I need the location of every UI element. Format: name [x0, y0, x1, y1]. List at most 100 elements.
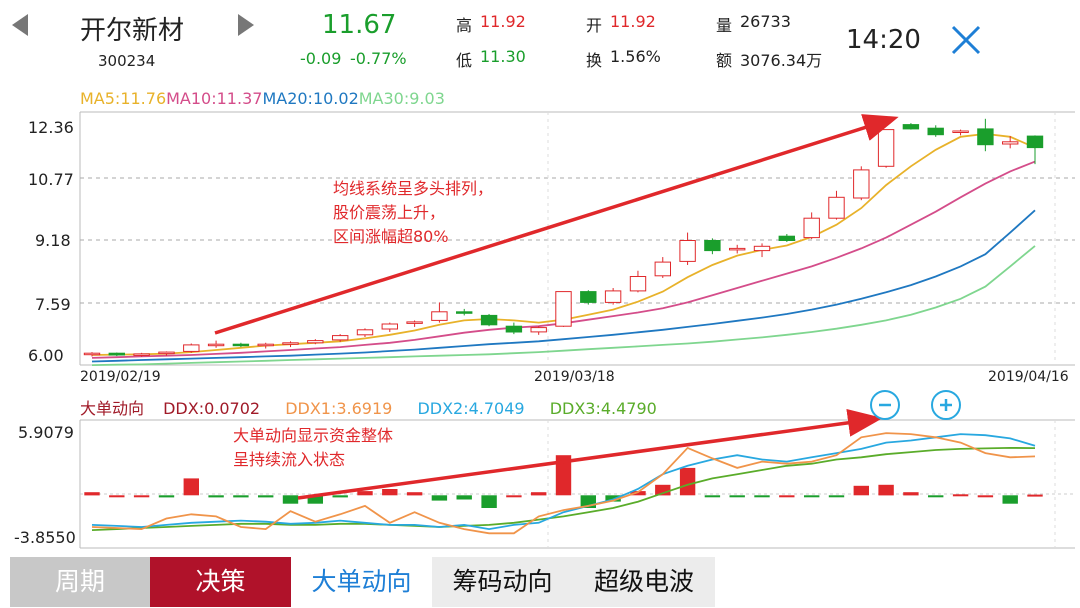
ddx-bar — [804, 495, 820, 498]
price-trend-arrow — [214, 114, 899, 335]
ddx-bar — [903, 492, 919, 496]
price-axis-label-3: 7.59 — [35, 295, 71, 314]
ddx1-legend: DDX1:3.6919 — [285, 399, 393, 418]
candle-down — [456, 311, 473, 314]
ddx-bar — [853, 485, 869, 496]
ddx3-line — [91, 446, 1036, 531]
candle-up — [257, 343, 274, 347]
ddx-legend: DDX:0.0702 — [163, 399, 261, 418]
ddx-bar — [382, 489, 398, 496]
ma5-legend: MA5:11.76 — [80, 89, 167, 108]
ddx-bar — [630, 491, 646, 496]
candle-down — [704, 240, 721, 252]
close-icon[interactable] — [951, 25, 981, 55]
next-stock-arrow-icon[interactable] — [238, 14, 254, 36]
zoom-out-button[interactable] — [870, 390, 900, 420]
chart-canvas — [79, 111, 1075, 549]
indicator-legend: 大单动向 DDX:0.0702 DDX1:3.6919 DDX2:4.7049 … — [80, 395, 657, 419]
ddx-bar — [431, 495, 448, 501]
indicator-title: 大单动向 — [80, 399, 145, 418]
low-label: 低 — [456, 51, 473, 70]
candle-up — [133, 353, 150, 356]
candle-up — [853, 169, 870, 199]
open-value: 11.92 — [610, 12, 656, 31]
date-axis-label-start: 2019/02/19 — [80, 369, 161, 385]
price-axis-label-1: 10.77 — [28, 170, 74, 189]
date-axis-label-mid: 2019/03/18 — [534, 369, 615, 385]
ddx-bar — [655, 484, 671, 496]
volume-value: 26733 — [740, 12, 791, 31]
candle-up — [679, 240, 696, 262]
ddx-bar — [555, 455, 572, 496]
candle-down — [902, 124, 920, 130]
candle-down — [480, 314, 498, 326]
ddx-bar — [307, 495, 323, 504]
ddx-bar — [456, 495, 472, 500]
tab-period[interactable]: 周期 — [10, 557, 150, 607]
ddx-bar — [481, 495, 497, 508]
current-price: 11.67 — [322, 10, 397, 40]
candle-up — [158, 351, 175, 355]
ddx-bar — [704, 495, 721, 498]
previous-stock-arrow-icon[interactable] — [12, 14, 28, 36]
ddx-bar — [928, 495, 944, 498]
ma10-legend: MA10:11.37 — [166, 89, 263, 108]
price-annotation: 均线系统呈多头排列， 股价震荡上升， 区间涨幅超80% — [333, 177, 493, 249]
ddx-bar — [779, 495, 795, 498]
ddx-trend-arrow — [297, 408, 883, 500]
ddx-bar — [332, 495, 348, 498]
candle-down — [232, 343, 250, 347]
candle-up — [753, 245, 771, 252]
candle-up — [530, 327, 547, 333]
low-value: 11.30 — [480, 47, 526, 66]
tab-decision[interactable]: 决策 — [150, 557, 291, 607]
candle-up — [307, 340, 324, 344]
turnover-value: 1.56% — [610, 47, 661, 66]
candle-up — [207, 343, 225, 347]
candle-down — [1026, 135, 1044, 149]
price-change-percent: -0.77% — [350, 49, 407, 68]
price-axis-label-0: 12.36 — [28, 118, 74, 137]
tab-chip-flow[interactable]: 筹码动向 — [432, 557, 573, 607]
indicator-axis-top: 5.9079 — [18, 423, 74, 442]
candle-up — [183, 344, 200, 352]
candle-down — [108, 352, 125, 356]
candle-up — [1002, 141, 1019, 145]
high-value: 11.92 — [480, 12, 526, 31]
moving-average-lines — [91, 132, 1036, 366]
ddx-bar — [406, 492, 423, 496]
quote-header: 开尔新材 300234 11.67 -0.09 -0.77% 高 11.92 低… — [0, 0, 1080, 85]
ddx-bar — [729, 495, 745, 498]
price-annotation-line-3: 区间涨幅超80% — [333, 227, 449, 246]
candle-down — [778, 235, 795, 241]
ddx-bar — [183, 478, 199, 496]
stock-name: 开尔新材 — [80, 16, 185, 46]
price-change: -0.09 — [300, 49, 342, 68]
ddx-bar — [952, 494, 969, 497]
candlestick-series — [83, 118, 1044, 357]
indicator-axis-bottom: -3.8550 — [14, 528, 76, 547]
candle-up — [406, 321, 423, 324]
ddx-bar — [605, 495, 621, 502]
candle-down — [580, 291, 597, 303]
ddx-bar — [233, 495, 249, 498]
ddx-bar — [754, 495, 770, 498]
tab-big-order-flow[interactable]: 大单动向 — [291, 557, 432, 607]
candle-down — [505, 325, 523, 333]
stock-code: 300234 — [98, 52, 156, 70]
date-axis-label-end: 2019/04/16 — [988, 369, 1069, 385]
candle-up — [381, 323, 399, 330]
price-annotation-line-2: 股价震荡上升， — [333, 203, 446, 222]
candle-up — [729, 247, 746, 251]
zoom-in-icon — [940, 399, 952, 411]
zoom-in-button[interactable] — [931, 390, 961, 420]
volume-label: 量 — [716, 16, 733, 35]
ddx-bar — [158, 495, 175, 498]
quote-time: 14:20 — [846, 25, 921, 55]
ddx-bar — [828, 495, 845, 498]
ddx-bar — [357, 491, 373, 496]
ma20-legend: MA20:10.02 — [262, 89, 359, 108]
candle-up — [356, 329, 374, 336]
open-label: 开 — [586, 16, 603, 35]
tab-super-wave[interactable]: 超级电波 — [573, 557, 715, 607]
